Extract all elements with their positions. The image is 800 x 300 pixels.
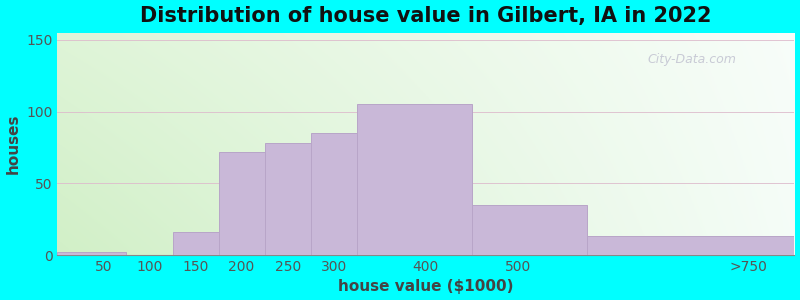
Bar — [357, 104, 472, 255]
Bar — [310, 133, 357, 255]
Text: City-Data.com: City-Data.com — [647, 53, 736, 66]
Title: Distribution of house value in Gilbert, IA in 2022: Distribution of house value in Gilbert, … — [140, 6, 712, 26]
Y-axis label: houses: houses — [6, 114, 21, 174]
Bar — [58, 252, 126, 255]
Bar — [587, 236, 794, 255]
X-axis label: house value ($1000): house value ($1000) — [338, 279, 514, 294]
Bar — [472, 205, 587, 255]
Bar — [218, 152, 265, 255]
Bar — [173, 232, 218, 255]
Bar — [265, 143, 310, 255]
